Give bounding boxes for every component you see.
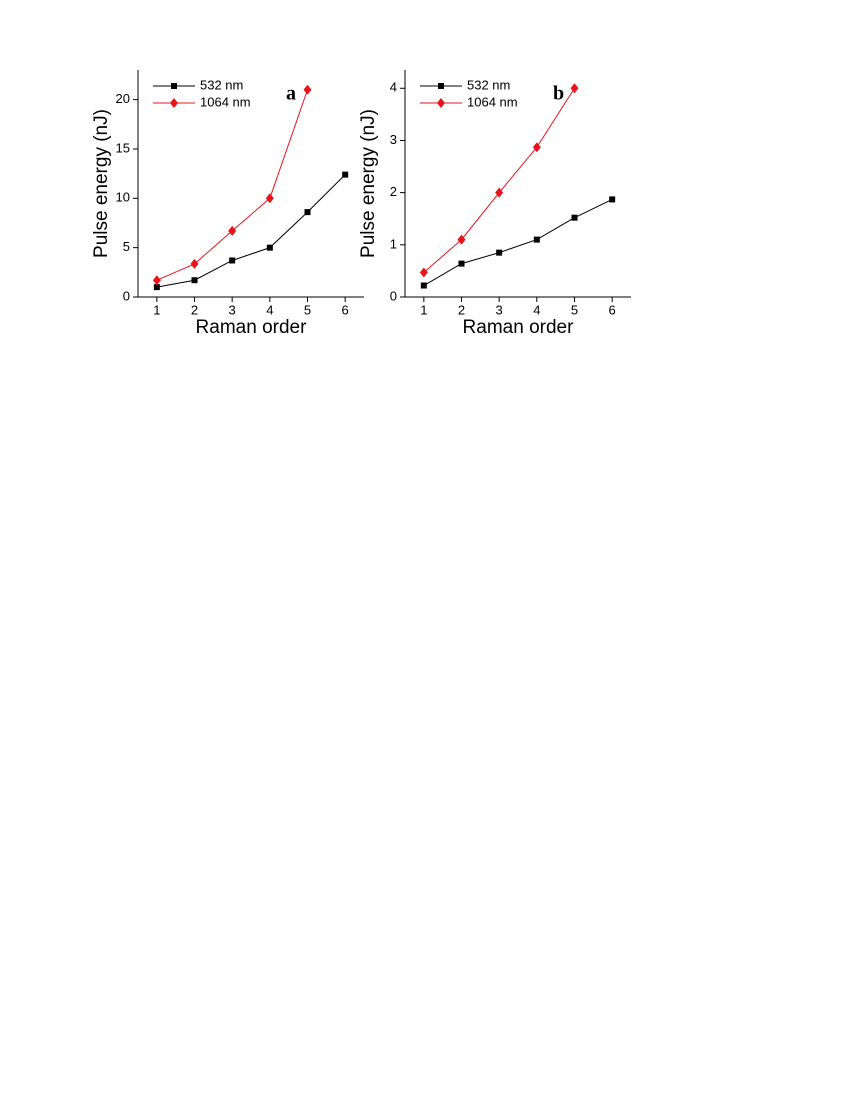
y-axis-label: Pulse energy (nJ) (91, 109, 112, 258)
legend-label: 1064 nm (200, 94, 251, 109)
y-tick-label: 0 (390, 288, 397, 303)
marker (303, 84, 312, 95)
marker (457, 234, 466, 245)
y-tick-label: 15 (116, 140, 130, 155)
marker (342, 171, 349, 178)
marker (265, 193, 274, 204)
x-tick-label: 1 (153, 302, 160, 317)
y-tick-label: 10 (116, 190, 130, 205)
panel-label: a (286, 83, 296, 105)
y-tick-label: 2 (390, 184, 397, 199)
x-tick-label: 4 (266, 302, 273, 317)
marker (420, 282, 427, 289)
marker (266, 244, 273, 251)
marker (496, 249, 503, 256)
marker (532, 142, 541, 153)
legend-marker (438, 83, 444, 89)
legend-marker (171, 83, 177, 89)
x-tick-label: 2 (458, 302, 465, 317)
y-axis-label: Pulse energy (nJ) (358, 109, 379, 258)
series-line (156, 89, 308, 281)
marker (495, 187, 504, 198)
x-tick-label: 3 (496, 302, 503, 317)
marker (571, 214, 578, 221)
marker (153, 284, 160, 291)
marker (152, 275, 161, 286)
x-axis-label: Raman order (196, 317, 308, 338)
series-line (423, 198, 613, 286)
marker (228, 225, 237, 236)
legend-marker (170, 98, 178, 108)
marker (191, 277, 198, 284)
marker (609, 196, 616, 203)
marker (570, 83, 579, 94)
marker (304, 209, 311, 216)
x-tick-label: 2 (191, 302, 198, 317)
y-tick-label: 0 (123, 288, 130, 303)
y-tick-label: 20 (116, 91, 130, 106)
y-tick-label: 3 (390, 132, 397, 147)
marker (419, 267, 428, 278)
series-line (423, 87, 575, 273)
marker (229, 257, 236, 264)
y-tick-label: 5 (123, 239, 130, 254)
x-axis-label: Raman order (463, 317, 575, 338)
legend-label: 1064 nm (467, 94, 518, 109)
marker (190, 258, 199, 269)
marker (458, 260, 465, 267)
x-tick-label: 6 (609, 302, 616, 317)
x-tick-label: 5 (571, 302, 578, 317)
marker (533, 236, 540, 243)
y-tick-label: 4 (390, 80, 397, 95)
x-tick-label: 1 (420, 302, 427, 317)
x-tick-label: 6 (342, 302, 349, 317)
panel-label: b (553, 83, 564, 105)
y-tick-label: 1 (390, 236, 397, 251)
x-tick-label: 4 (533, 302, 540, 317)
series-line (156, 174, 346, 288)
legend-marker (437, 98, 445, 108)
legend-label: 532 nm (467, 77, 510, 92)
x-tick-label: 5 (304, 302, 311, 317)
x-tick-label: 3 (229, 302, 236, 317)
legend-label: 532 nm (200, 77, 243, 92)
